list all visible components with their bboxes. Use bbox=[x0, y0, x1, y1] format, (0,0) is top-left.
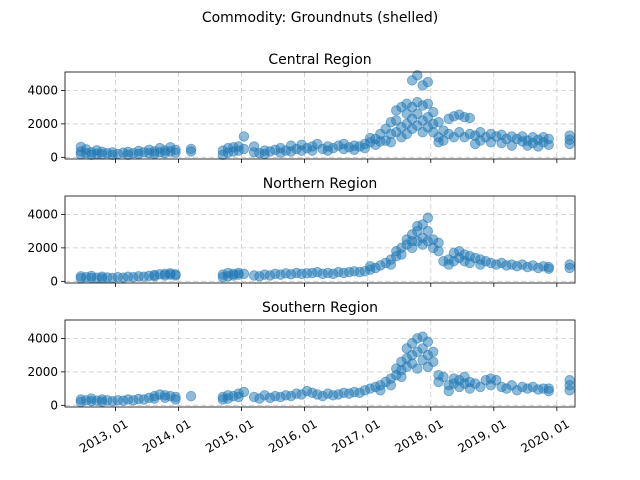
x-tick-label: 2019, 01 bbox=[455, 417, 508, 456]
data-point bbox=[433, 116, 444, 128]
panel-title: Southern Region bbox=[262, 300, 378, 316]
data-point bbox=[170, 270, 181, 281]
plot-frame bbox=[64, 195, 576, 284]
chart-panels: Central Region 0 2000 4000 Northern Region 0 2… bbox=[27, 52, 576, 456]
data-point bbox=[422, 225, 434, 237]
y-tick-label: 2000 bbox=[27, 241, 58, 255]
data-point bbox=[491, 375, 502, 386]
x-tick-label: 2015, 01 bbox=[203, 417, 256, 456]
panel-2: Northern Region 0 2000 4000 bbox=[27, 176, 576, 288]
data-point bbox=[385, 380, 397, 391]
panel-1: Central Region 0 2000 4000 bbox=[27, 52, 576, 164]
data-point bbox=[185, 143, 197, 155]
data-point bbox=[412, 363, 423, 374]
y-tick-label: 2000 bbox=[27, 365, 58, 379]
data-point bbox=[185, 390, 197, 402]
data-point bbox=[385, 259, 397, 270]
data-point bbox=[543, 133, 554, 145]
data-point bbox=[385, 137, 397, 148]
data-point bbox=[412, 70, 423, 81]
y-tick-label: 2000 bbox=[27, 117, 58, 131]
x-tick-label: 2017, 01 bbox=[329, 417, 382, 456]
data-point bbox=[375, 385, 386, 396]
plot-frame bbox=[64, 319, 576, 408]
plot-frame bbox=[64, 71, 576, 160]
data-point bbox=[428, 346, 439, 357]
panel-3: Southern Region 0 2000 4000 2013, 01 2014, 01… bbox=[27, 300, 576, 456]
y-tick-label: 4000 bbox=[27, 83, 58, 97]
x-tick-label: 2014, 01 bbox=[140, 417, 193, 456]
data-point bbox=[396, 371, 407, 383]
chart-title: Commodity: Groundnuts (shelled) bbox=[202, 10, 438, 26]
data-point bbox=[428, 356, 439, 368]
data-point bbox=[543, 261, 554, 273]
data-point bbox=[443, 385, 454, 397]
data-point bbox=[564, 259, 575, 270]
data-point bbox=[238, 268, 250, 280]
panel-title: Central Region bbox=[268, 52, 371, 68]
data-point bbox=[422, 212, 434, 223]
data-point bbox=[170, 394, 181, 405]
data-point bbox=[438, 135, 449, 146]
x-tick-label: 2013, 01 bbox=[77, 417, 130, 456]
y-tick-label: 4000 bbox=[27, 207, 58, 221]
data-point bbox=[238, 131, 250, 142]
data-point bbox=[438, 371, 449, 383]
data-point bbox=[248, 141, 260, 152]
data-point bbox=[238, 386, 250, 398]
data-point bbox=[170, 147, 181, 158]
data-point bbox=[412, 108, 423, 120]
x-tick-label: 2016, 01 bbox=[266, 417, 319, 456]
data-point bbox=[475, 381, 486, 393]
y-tick-label: 0 bbox=[50, 150, 58, 164]
data-point bbox=[428, 106, 439, 118]
x-tick-label: 2020, 01 bbox=[518, 417, 571, 456]
data-point bbox=[422, 336, 434, 347]
y-tick-label: 0 bbox=[50, 274, 58, 288]
data-point bbox=[564, 375, 575, 386]
data-point bbox=[564, 130, 575, 141]
data-point bbox=[543, 383, 554, 394]
panel-title: Northern Region bbox=[263, 176, 378, 192]
y-tick-label: 0 bbox=[50, 398, 58, 412]
data-point bbox=[464, 112, 476, 124]
data-point bbox=[422, 76, 434, 88]
data-point bbox=[396, 249, 407, 260]
data-point bbox=[422, 98, 434, 109]
x-tick-label: 2018, 01 bbox=[392, 417, 445, 456]
y-tick-label: 4000 bbox=[27, 331, 58, 345]
data-point bbox=[238, 143, 250, 155]
data-point bbox=[433, 246, 444, 257]
